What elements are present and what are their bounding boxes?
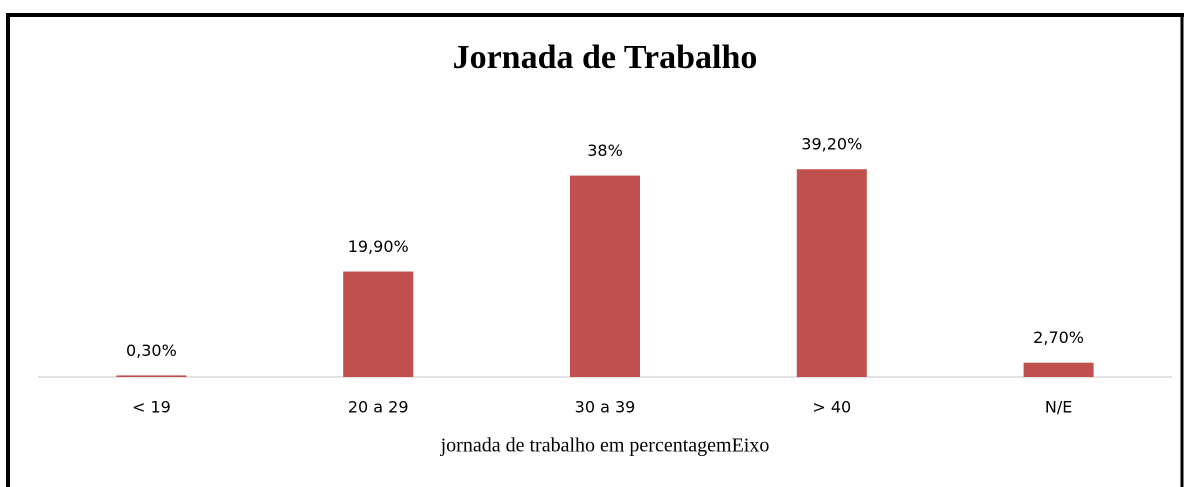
data-label: 19,90% — [348, 237, 409, 256]
x-axis-title: jornada de trabalho em percentagemEixo — [440, 435, 770, 457]
data-label: 39,20% — [801, 135, 862, 154]
data-label: 2,70% — [1033, 328, 1084, 347]
data-label: 38% — [587, 141, 623, 160]
x-tick-label: N/E — [1045, 398, 1072, 417]
x-tick-label: 20 a 29 — [348, 398, 409, 417]
chart-title: Jornada de Trabalho — [453, 39, 758, 76]
bar — [796, 169, 867, 377]
bar — [1023, 362, 1094, 377]
bar — [343, 271, 414, 377]
x-tick-label: > 40 — [812, 398, 851, 417]
bar — [570, 175, 640, 377]
x-tick-label: < 19 — [132, 398, 171, 417]
x-tick-label: 30 a 39 — [575, 398, 636, 417]
bar — [116, 375, 187, 377]
data-label: 0,30% — [126, 341, 177, 360]
